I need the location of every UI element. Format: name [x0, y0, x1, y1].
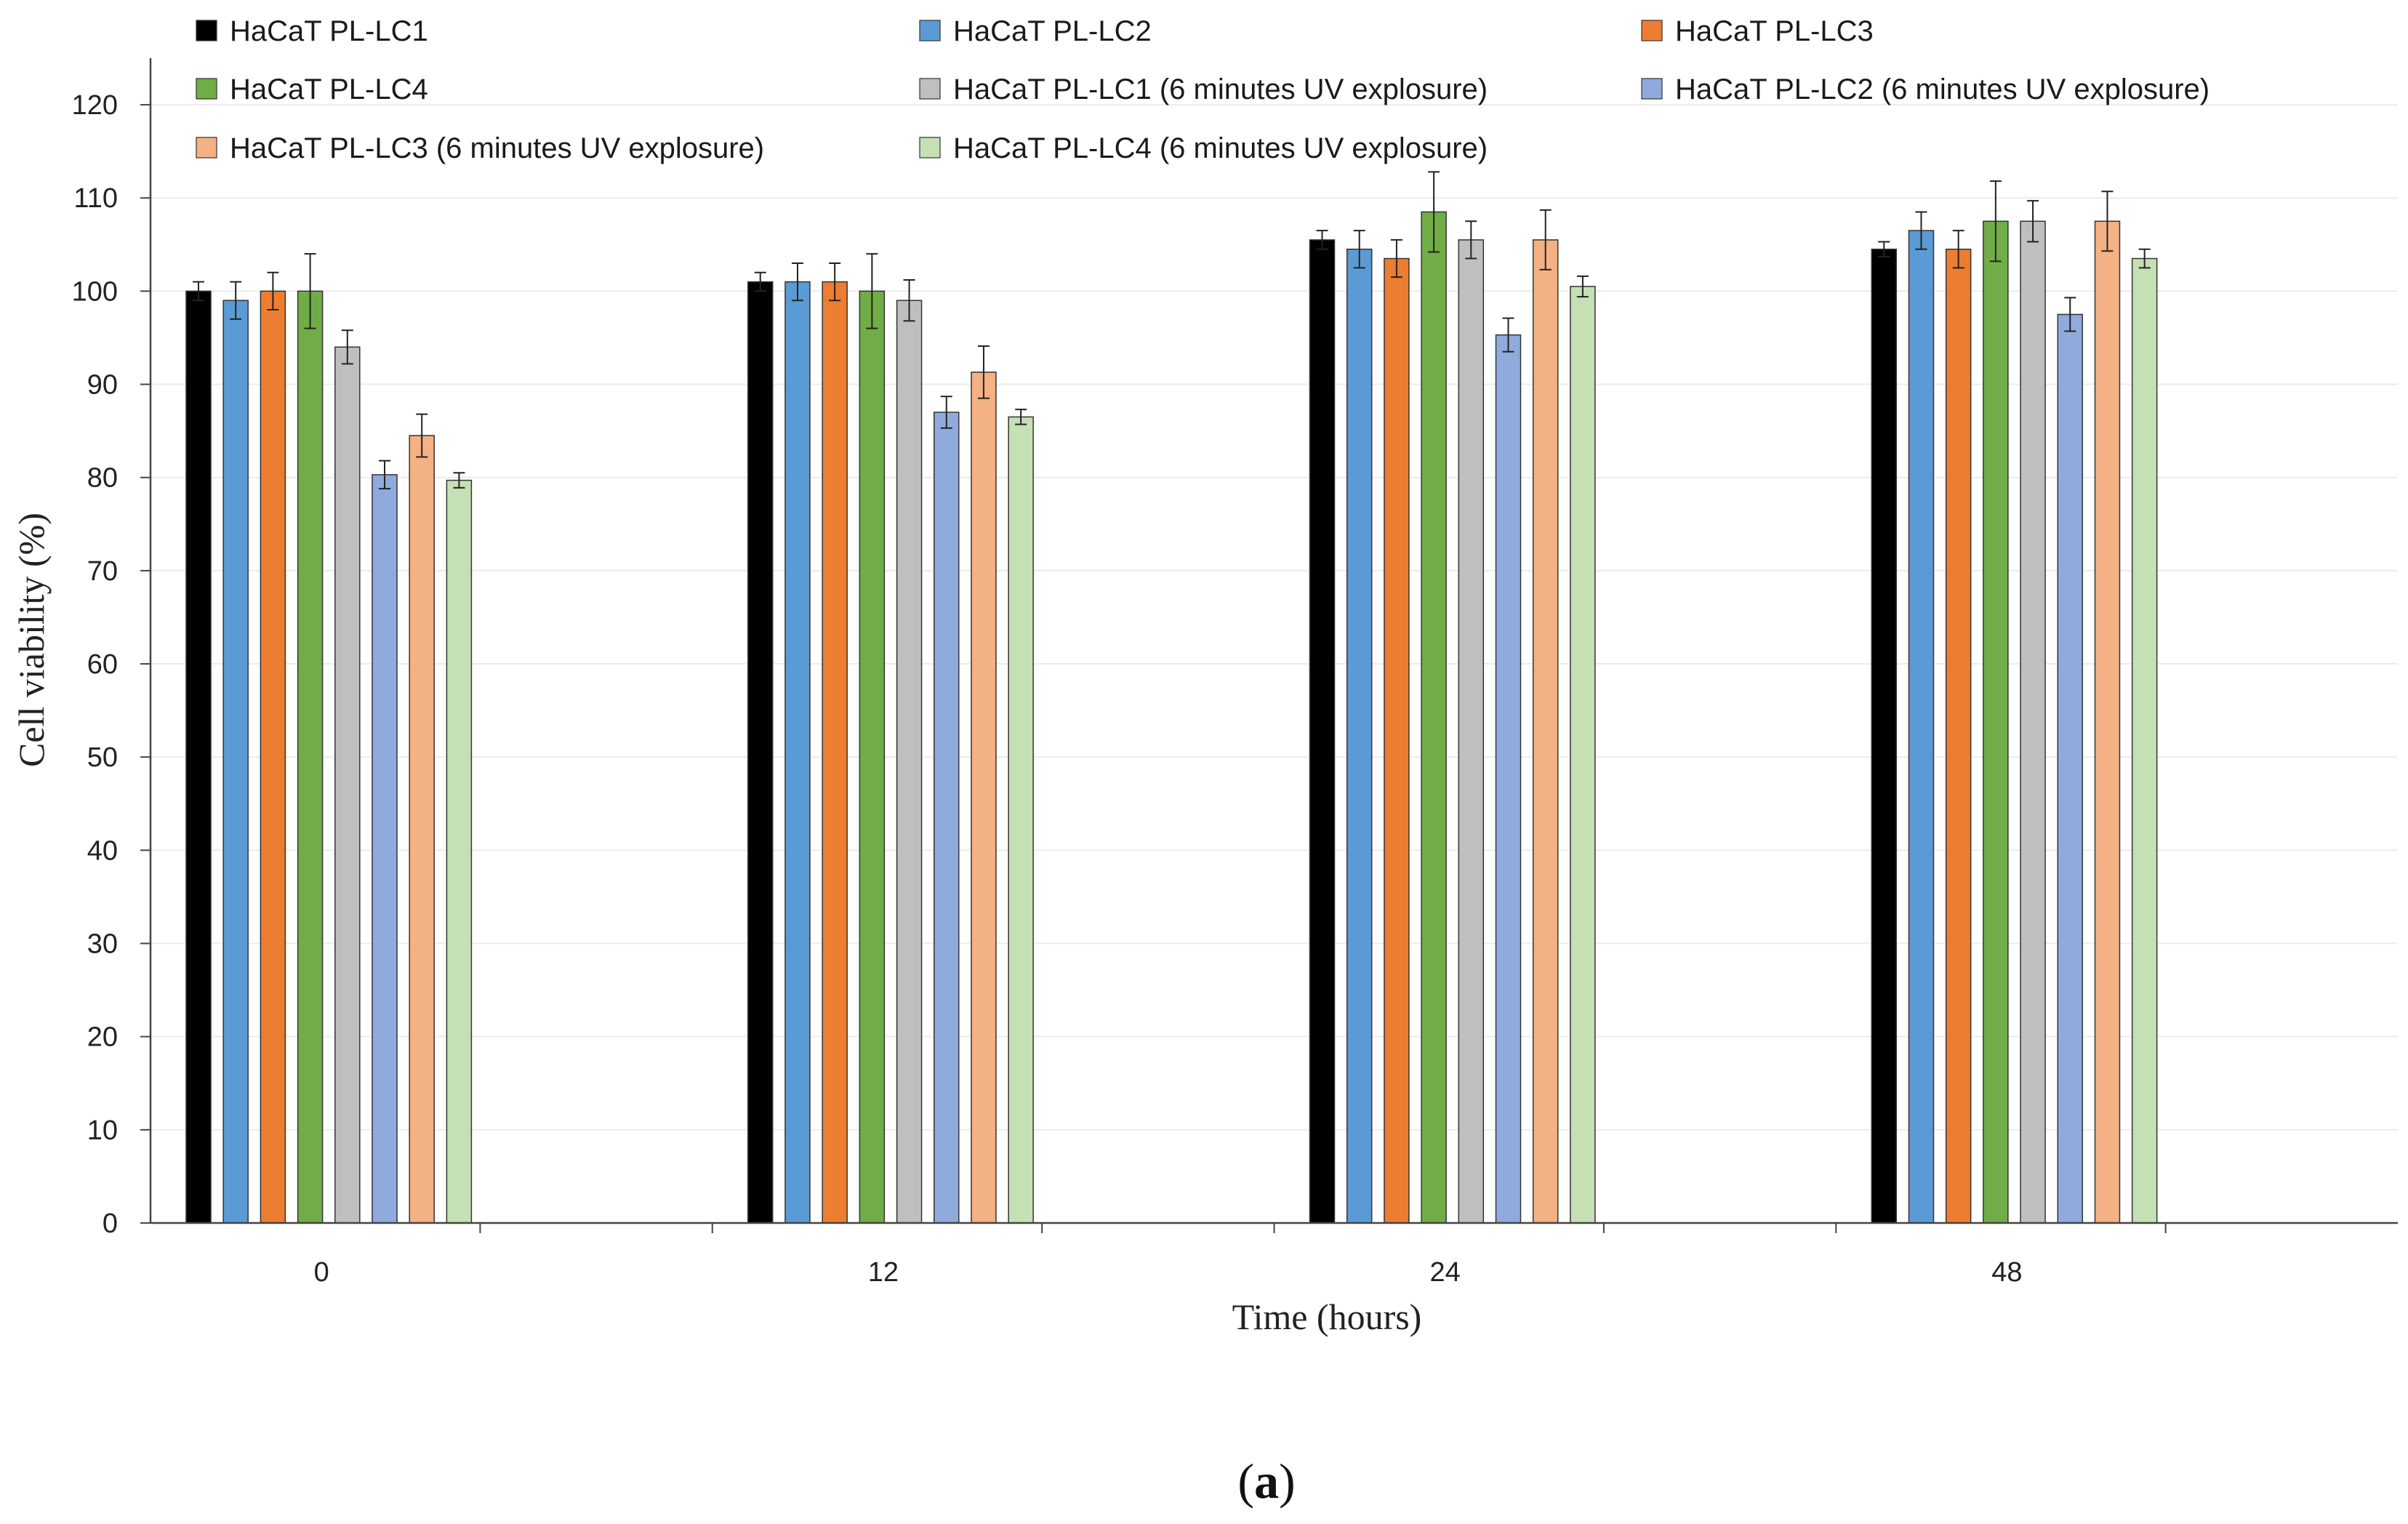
bar	[1384, 257, 1410, 1224]
legend-label: HaCaT PL-LC2 (6 minutes UV explosure)	[1675, 73, 2210, 105]
y-tick-label: 60	[87, 649, 118, 680]
bar	[1945, 248, 1972, 1224]
bar	[2057, 313, 2083, 1224]
y-tick-label: 50	[87, 742, 118, 773]
bar	[896, 300, 923, 1224]
legend-label: HaCaT PL-LC4 (6 minutes UV explosure)	[953, 132, 1488, 164]
bars	[185, 171, 2158, 1224]
x-tick-label: 12	[868, 1257, 899, 1288]
bar	[334, 346, 361, 1224]
y-tick-label: 20	[87, 1022, 118, 1053]
x-axis-title: Time (hours)	[1232, 1296, 1422, 1337]
caption-close-paren: )	[1279, 1453, 1296, 1509]
bar	[185, 290, 212, 1224]
legend-label: HaCaT PL-LC3	[1675, 15, 1874, 47]
y-tick-label: 70	[87, 556, 118, 587]
bar	[409, 435, 435, 1224]
bar	[1908, 230, 1935, 1224]
y-tick-label: 80	[87, 463, 118, 494]
bar	[1421, 211, 1447, 1224]
legend-label: HaCaT PL-LC3 (6 minutes UV explosure)	[230, 132, 764, 164]
legend-swatch	[1641, 20, 1663, 41]
bar	[1871, 248, 1897, 1224]
caption-open-paren: (	[1237, 1453, 1254, 1509]
legend-swatch	[196, 20, 217, 41]
x-tick-label: 24	[1430, 1257, 1461, 1288]
bar	[372, 474, 398, 1224]
y-tick-label: 10	[87, 1115, 118, 1146]
bar	[1346, 248, 1373, 1224]
bar	[822, 281, 848, 1224]
bar	[1495, 334, 1522, 1224]
bar	[747, 281, 774, 1224]
bar	[446, 479, 473, 1224]
y-tick-label: 30	[87, 929, 118, 960]
bar	[1309, 239, 1336, 1224]
legend-label: HaCaT PL-LC1 (6 minutes UV explosure)	[953, 73, 1488, 105]
legend-swatch	[919, 78, 941, 100]
legend-swatch	[196, 78, 217, 100]
bar	[1008, 416, 1034, 1224]
y-tick-label: 0	[103, 1208, 118, 1239]
legend-swatch	[1641, 78, 1663, 100]
bar	[859, 290, 886, 1224]
legend-swatch	[196, 137, 217, 159]
bar	[1570, 286, 1596, 1224]
bar	[784, 281, 811, 1224]
bar	[260, 290, 286, 1224]
bar	[2020, 220, 2046, 1224]
legend: HaCaT PL-LC1 HaCaT PL-LC2 HaCaT PL-LC3 HaCa…	[196, 15, 2210, 164]
y-tick-label: 120	[72, 90, 118, 121]
legend-swatch	[919, 20, 941, 41]
bar	[1532, 239, 1559, 1224]
x-tick-label: 0	[314, 1257, 329, 1288]
bar	[934, 412, 960, 1224]
bar	[971, 372, 997, 1224]
bar	[1983, 220, 2009, 1224]
y-tick-label: 100	[72, 276, 118, 307]
bar	[2094, 220, 2121, 1224]
legend-label: HaCaT PL-LC1	[230, 15, 428, 47]
bar	[2131, 257, 2158, 1224]
y-tick-label: 40	[87, 835, 118, 866]
bar	[222, 300, 249, 1224]
legend-label: HaCaT PL-LC2	[953, 15, 1152, 47]
y-axis-title: Cell viability (%)	[11, 513, 52, 767]
legend-label: HaCaT PL-LC4	[230, 73, 428, 105]
axes: 0 10 20 30 40 50 60 70 80 90 100 110 120 0 12 24 48	[72, 58, 2398, 1288]
bar	[297, 290, 324, 1224]
y-tick-label: 110	[73, 183, 118, 214]
caption-letter: a	[1254, 1453, 1279, 1509]
x-tick-label: 48	[1991, 1257, 2022, 1288]
legend-swatch	[919, 137, 941, 159]
y-tick-label: 90	[87, 370, 118, 401]
bar	[1458, 239, 1485, 1224]
figure-caption: (a)	[1237, 1453, 1295, 1509]
